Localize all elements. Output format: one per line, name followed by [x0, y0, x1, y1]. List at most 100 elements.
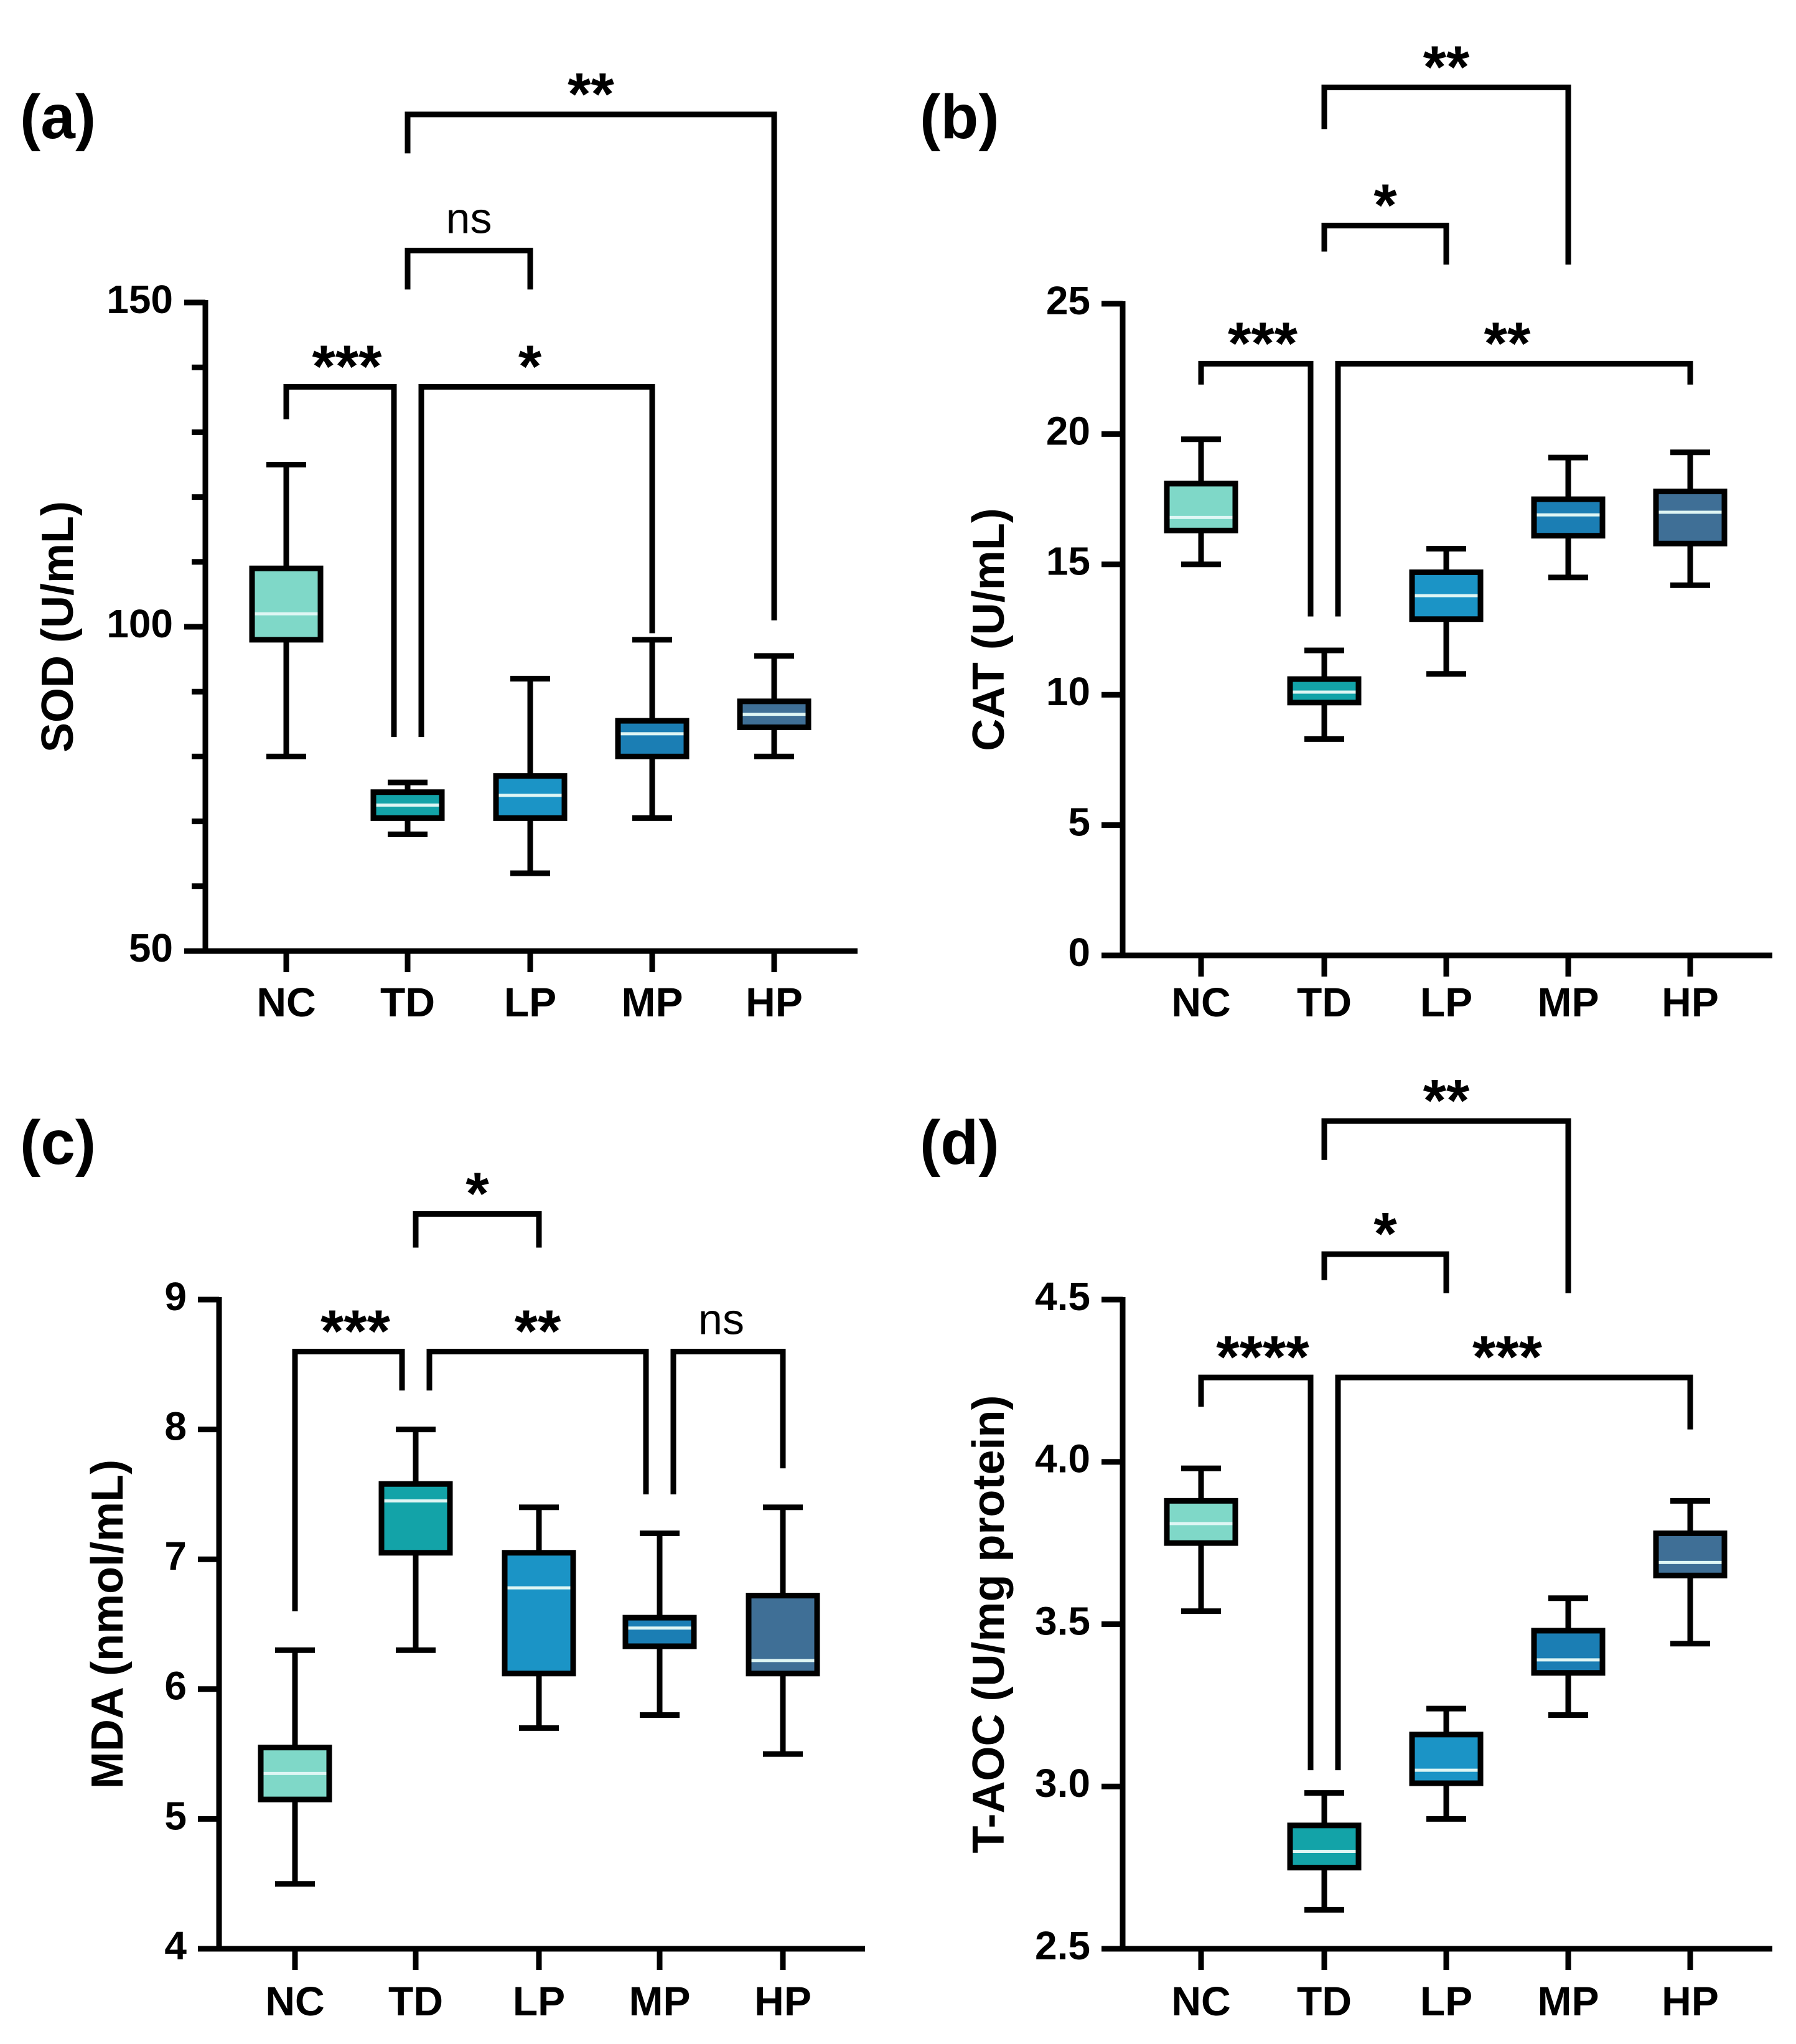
- iqr-box: [1164, 481, 1238, 533]
- significance-bracket: **: [1335, 310, 1693, 617]
- y-tick-label: 8: [164, 1404, 187, 1449]
- x-tick-label-nc: NC: [256, 979, 316, 1025]
- bracket-line: [1321, 1118, 1571, 1293]
- significance-bracket: **: [1321, 1067, 1571, 1293]
- y-tick-label: 3.0: [1035, 1761, 1090, 1806]
- x-tick-label-hp: HP: [746, 979, 803, 1025]
- bracket-line: [1321, 84, 1571, 265]
- y-tick-label: 4: [164, 1923, 187, 1968]
- box-hp: [1653, 1498, 1728, 1647]
- significance-bracket: *: [1321, 1201, 1449, 1293]
- y-tick-label: 100: [106, 601, 173, 646]
- significance-label: **: [1484, 310, 1531, 377]
- bracket-line: [1198, 1374, 1314, 1771]
- significance-label: **: [1423, 34, 1470, 100]
- box-hp: [737, 653, 811, 759]
- significance-label: **: [1423, 1067, 1470, 1134]
- y-tick-label: 5: [164, 1793, 187, 1838]
- box-td: [370, 779, 445, 837]
- bracket-line: [426, 1348, 649, 1494]
- box-td: [378, 1427, 453, 1653]
- y-tick-label: 2.5: [1035, 1923, 1090, 1968]
- significance-label: ****: [1216, 1324, 1309, 1390]
- x-tick-label-td: TD: [1297, 979, 1352, 1025]
- bracket-line: [1198, 360, 1314, 617]
- iqr-box: [1653, 489, 1728, 546]
- box-lp: [502, 1504, 576, 1731]
- bracket-line: [413, 1211, 542, 1248]
- iqr-box: [249, 565, 324, 643]
- box-nc: [1164, 1465, 1238, 1615]
- significance-bracket: **: [405, 61, 777, 621]
- bracket-line: [1335, 1374, 1693, 1771]
- box-nc: [1164, 436, 1238, 568]
- significance-bracket: *: [418, 333, 655, 738]
- significance-bracket: **: [426, 1298, 649, 1494]
- y-tick-label: 6: [164, 1664, 187, 1709]
- significance-label: *: [518, 333, 542, 400]
- box-lp: [1409, 1705, 1484, 1822]
- bracket-line: [292, 1348, 405, 1611]
- y-tick-label: 4.5: [1035, 1274, 1090, 1319]
- y-tick-label: 7: [164, 1534, 187, 1578]
- x-tick-label-nc: NC: [1171, 1978, 1230, 2024]
- significance-bracket: ***: [292, 1298, 405, 1611]
- bracket-line: [1335, 360, 1693, 617]
- x-tick-label-lp: LP: [504, 979, 556, 1025]
- y-tick-label: 10: [1046, 669, 1090, 714]
- x-tick-label-mp: MP: [622, 979, 683, 1025]
- box-mp: [622, 1530, 697, 1718]
- significance-label: ***: [320, 1298, 391, 1364]
- iqr-box: [1409, 1732, 1484, 1786]
- iqr-box: [622, 1615, 697, 1649]
- y-tick-label: 0: [1068, 930, 1090, 975]
- significance-label: **: [515, 1298, 561, 1364]
- y-tick-label: 20: [1046, 408, 1090, 453]
- significance-bracket: *: [413, 1160, 542, 1248]
- x-tick-label-td: TD: [380, 979, 435, 1025]
- y-tick-label: 5: [1068, 800, 1090, 845]
- y-tick-label: 3.5: [1035, 1598, 1090, 1643]
- box-lp: [493, 675, 568, 876]
- panel-label: (d): [920, 1108, 999, 1178]
- bracket-line: [1321, 1251, 1449, 1293]
- iqr-box: [1531, 1628, 1606, 1676]
- bracket-line: [283, 383, 397, 738]
- significance-label: ns: [698, 1295, 744, 1343]
- y-tick-label: 150: [106, 277, 173, 322]
- box-mp: [615, 637, 690, 821]
- x-tick-label-nc: NC: [1171, 979, 1230, 1025]
- panel-label: (b): [920, 82, 999, 152]
- box-hp: [1653, 449, 1728, 588]
- box-td: [1287, 1790, 1362, 1913]
- significance-label: ns: [446, 194, 492, 243]
- iqr-box: [1531, 496, 1606, 539]
- iqr-box: [1653, 1530, 1728, 1578]
- bracket-line: [418, 383, 655, 738]
- y-tick-label: 4.0: [1035, 1437, 1090, 1481]
- y-tick-label: 25: [1046, 278, 1090, 323]
- x-tick-label-hp: HP: [1662, 1978, 1719, 2024]
- panel-d-taoc: (d) T-AOC (U/mg protein) 2.5 3.0 3.5 4.0 4.5 NC…: [920, 1067, 1772, 2024]
- y-tick-label: 50: [129, 926, 173, 970]
- iqr-box: [502, 1550, 576, 1677]
- x-tick-label-hp: HP: [1662, 979, 1719, 1025]
- significance-label: ***: [312, 333, 382, 400]
- iqr-box: [615, 718, 690, 759]
- significance-label: *: [465, 1160, 489, 1227]
- x-tick-label-lp: LP: [1420, 979, 1472, 1025]
- box-td: [1287, 647, 1362, 742]
- significance-bracket: *: [1321, 172, 1449, 265]
- box-hp: [746, 1504, 820, 1757]
- bracket-line: [1321, 222, 1449, 265]
- significance-bracket: ns: [670, 1295, 786, 1494]
- y-axis-title: CAT (U/mL): [964, 508, 1014, 751]
- iqr-box: [1287, 1822, 1362, 1871]
- x-tick-label-hp: HP: [754, 1978, 811, 2024]
- box-mp: [1531, 1595, 1606, 1718]
- y-axis-title: MDA (nmol/mL): [83, 1460, 133, 1789]
